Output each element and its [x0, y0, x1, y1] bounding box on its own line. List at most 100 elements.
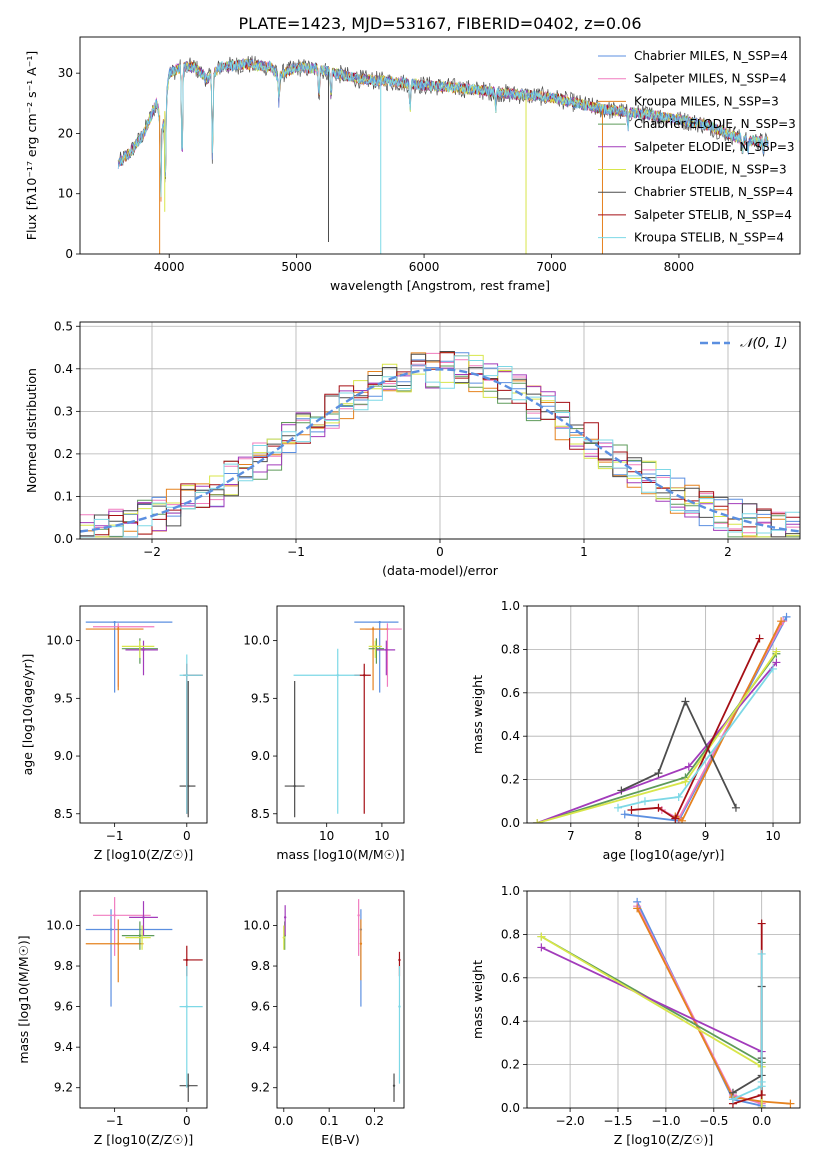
spectrum-line-kroupa_stelib	[117, 58, 769, 198]
point-salpeter_elodie	[142, 916, 145, 919]
x-axis-label: Z [log10(Z/Z☉)]	[94, 1132, 194, 1147]
x-axis-label: Z [log10(Z/Z☉)]	[614, 1132, 714, 1147]
y-tick-label: 0.6	[501, 686, 520, 700]
marker-salpeter_stelib	[654, 803, 663, 812]
x-tick-label: 7000	[536, 260, 567, 274]
marker-chabrier_stelib	[731, 803, 740, 812]
histogram-kroupa_stelib	[80, 355, 800, 538]
axes-frame	[79, 321, 801, 540]
plot-area	[85, 897, 203, 1102]
marker-kroupa_stelib	[674, 792, 683, 801]
y-tick-label: 0.5	[54, 319, 73, 333]
y-tick-label: 8.5	[54, 807, 73, 821]
mass-weight-vs-age-panel: 7 8 9 10 0.0 0.2 0.4 0.6 0.8 1.0 age [log10(age/yr…	[470, 599, 801, 862]
x-tick-label: 10	[319, 829, 334, 843]
point-salpeter_elodie	[142, 648, 145, 652]
y-tick-label: 10.0	[46, 634, 73, 648]
y-tick-label: 10.0	[46, 918, 73, 932]
normal-reference-curve	[80, 368, 800, 533]
y-axis-label: Normed distribution	[24, 368, 39, 493]
marker-kroupa_stelib	[757, 949, 766, 958]
x-tick-label: −1	[106, 1114, 124, 1128]
marker-kroupa_elodie	[757, 1104, 766, 1108]
point-kroupa_elodie	[282, 936, 286, 939]
marker-kroupa_miles	[678, 816, 687, 823]
marker-chabrier_miles	[782, 612, 791, 621]
axes-frame	[276, 605, 405, 824]
y-axis-label: mass weight	[470, 960, 485, 1039]
x-axis-label: age [log10(age/yr)]	[603, 847, 725, 862]
x-tick-label: 0.1	[320, 1114, 339, 1128]
marker-kroupa_elodie	[681, 777, 690, 786]
mass-weight-line-salpeter_stelib	[631, 638, 761, 821]
y-tick-label: 0.4	[501, 729, 520, 743]
marker-kroupa_stelib	[757, 1077, 766, 1086]
marker-kroupa_stelib	[640, 797, 649, 806]
y-tick-label: 10.0	[243, 634, 270, 648]
y-axis-label: Flux [fλ10⁻¹⁷ erg cm⁻² s⁻¹ A⁻¹]	[24, 51, 39, 240]
legend-entry: Chabrier MILES, N_SSP=4	[634, 49, 788, 63]
x-tick-label: 5000	[281, 260, 312, 274]
point-kroupa_miles	[371, 627, 375, 631]
y-tick-label: 0.4	[54, 362, 73, 376]
point-salpeter_stelib	[398, 958, 401, 962]
y-tick-label: 0.0	[501, 1101, 520, 1115]
axes-frame	[526, 605, 801, 824]
marker-kroupa_elodie	[772, 647, 781, 656]
axes-frame	[79, 890, 208, 1109]
axes-frame	[79, 605, 208, 824]
point-salpeter_miles	[113, 914, 116, 917]
y-tick-label: 0	[65, 247, 73, 261]
x-tick-label: 2	[724, 545, 732, 559]
point-kroupa_elodie	[374, 645, 377, 648]
y-tick-label: 9.5	[54, 691, 73, 705]
x-tick-label: −1.5	[603, 1114, 632, 1128]
x-tick-label: 0	[436, 545, 444, 559]
marker-kroupa_miles	[633, 904, 642, 913]
marker-kroupa_elodie	[533, 819, 542, 823]
point-salpeter_stelib	[363, 674, 366, 677]
spectrum-panel: 4000 5000 6000 7000 8000 0 10 20 30 wavelength [A…	[24, 36, 801, 293]
mass-weight-vs-metallicity-panel: −2.0 −1.5 −1.0 −0.5 0.0 0.0 0.2 0.4 0.6 0.8 1.0 Z […	[470, 884, 801, 1147]
legend-entry-normal: 𝒩(0, 1)	[740, 336, 787, 351]
point-kroupa_miles	[359, 942, 363, 945]
y-tick-label: 0.0	[54, 532, 73, 546]
x-axis-label: mass [log10(M/M☉)]	[276, 847, 404, 862]
point-kroupa_miles	[117, 942, 120, 945]
y-tick-label: 0.8	[501, 927, 520, 941]
y-tick-label: 30	[58, 66, 73, 80]
point-chabrier_stelib	[293, 784, 296, 788]
axes-frame	[276, 890, 405, 1109]
x-tick-label: −1.0	[651, 1114, 680, 1128]
x-tick-label: 7	[567, 829, 575, 843]
point-chabrier_elodie	[138, 934, 142, 937]
x-tick-label: 0.2	[365, 1114, 384, 1128]
x-tick-label: 1	[580, 545, 588, 559]
plot-area	[284, 620, 402, 818]
y-tick-label: 9.6	[54, 1000, 73, 1014]
legend-entry: Chabrier STELIB, N_SSP=4	[634, 185, 793, 199]
point-kroupa_stelib	[398, 1005, 401, 1008]
marker-salpeter_stelib	[757, 1090, 766, 1099]
x-tick-label: 10	[765, 829, 780, 843]
point-chabrier_miles	[378, 620, 381, 624]
x-tick-label: −1	[106, 829, 124, 843]
legend-entry: Kroupa STELIB, N_SSP=4	[634, 231, 784, 245]
x-tick-label: 6000	[409, 260, 440, 274]
point-kroupa_elodie	[140, 936, 144, 939]
y-tick-label: 9.2	[251, 1081, 270, 1095]
y-tick-label: 9.4	[54, 1040, 73, 1054]
legend-entry: Chabrier ELODIE, N_SSP=3	[634, 117, 796, 131]
y-tick-label: 20	[58, 126, 73, 140]
y-tick-label: 8.5	[251, 807, 270, 821]
x-tick-label: −1	[287, 545, 305, 559]
marker-chabrier_stelib	[681, 697, 690, 706]
point-kroupa_stelib	[336, 674, 339, 677]
legend-entry: Kroupa MILES, N_SSP=3	[634, 94, 779, 108]
age-vs-mass-panel: 10 10 8.5 9.0 9.5 10.0 mass [log10(M/M☉)]	[243, 605, 405, 862]
point-chabrier_stelib	[187, 1084, 190, 1087]
marker-salpeter_elodie	[772, 658, 781, 667]
axes-frame	[79, 36, 801, 255]
x-tick-label: −2	[143, 545, 161, 559]
legend-entry: Kroupa ELODIE, N_SSP=3	[634, 163, 787, 177]
